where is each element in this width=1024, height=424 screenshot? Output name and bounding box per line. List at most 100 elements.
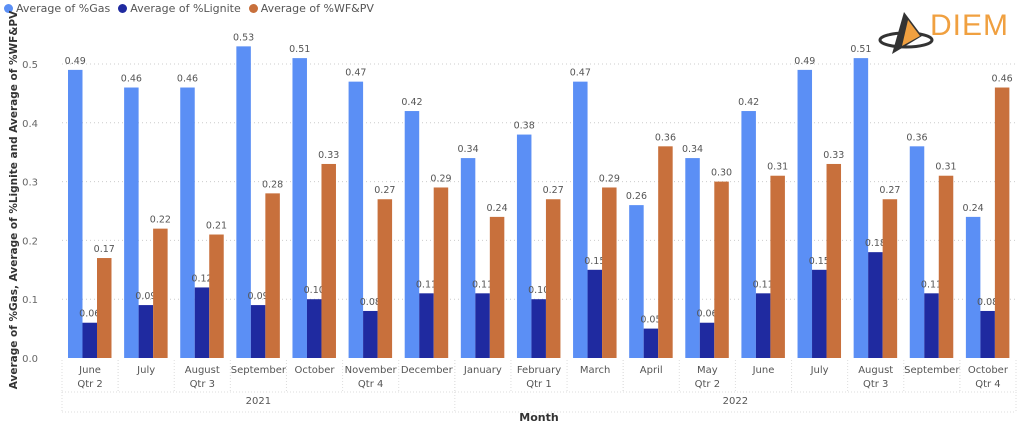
quarter-label: Qtr 3	[190, 379, 215, 390]
bar-gas[interactable]	[853, 58, 869, 359]
data-label-wf: 0.17	[94, 244, 115, 255]
bar-lignite[interactable]	[531, 299, 546, 358]
bar-lignite[interactable]	[812, 269, 827, 358]
x-tick-month: August	[858, 365, 893, 376]
data-label-lignite: 0.18	[865, 238, 886, 249]
data-label-wf: 0.46	[992, 74, 1013, 85]
bar-wf[interactable]	[209, 234, 224, 358]
data-label-lignite: 0.11	[472, 279, 493, 290]
legend-dot-lignite	[118, 4, 128, 13]
bar-lignite[interactable]	[138, 305, 154, 358]
bar-wf[interactable]	[433, 187, 449, 358]
bar-gas[interactable]	[741, 111, 756, 358]
bar-wf[interactable]	[938, 175, 954, 358]
x-tick-month: September	[231, 365, 287, 376]
legend-label: Average of %WF&PV	[260, 2, 374, 15]
bar-wf[interactable]	[489, 216, 505, 358]
data-label-wf: 0.33	[823, 150, 844, 161]
data-label-wf: 0.29	[430, 173, 451, 184]
bar-gas[interactable]	[965, 216, 981, 358]
data-label-gas: 0.47	[345, 68, 366, 79]
data-label-gas: 0.34	[682, 144, 703, 155]
data-label-lignite: 0.11	[921, 279, 942, 290]
bar-lignite[interactable]	[475, 293, 490, 358]
bar-wf[interactable]	[545, 199, 561, 358]
x-tick-month: February	[517, 365, 561, 376]
bar-lignite[interactable]	[587, 269, 603, 358]
y-tick-label: 0.2	[22, 236, 38, 247]
x-tick-month: December	[401, 365, 454, 376]
bar-lignite[interactable]	[699, 322, 715, 358]
bar-wf[interactable]	[265, 193, 280, 358]
bar-lignite[interactable]	[868, 252, 883, 358]
chart-legend: Average of %Gas Average of %Lignite Aver…	[4, 2, 374, 15]
logo-arrow-icon	[878, 12, 934, 54]
legend-item-lignite[interactable]: Average of %Lignite	[118, 2, 241, 15]
bar-lignite[interactable]	[643, 328, 659, 358]
legend-item-wf[interactable]: Average of %WF&PV	[248, 2, 374, 15]
legend-dot-gas	[4, 4, 13, 13]
data-label-gas: 0.34	[457, 144, 478, 155]
y-tick-label: 0.1	[22, 295, 38, 306]
bar-lignite[interactable]	[924, 293, 939, 358]
bar-gas[interactable]	[404, 111, 420, 358]
bar-lignite[interactable]	[250, 305, 266, 358]
data-label-lignite: 0.06	[696, 309, 717, 320]
bar-gas[interactable]	[573, 81, 588, 358]
data-label-gas: 0.26	[626, 191, 647, 202]
bar-gas[interactable]	[180, 87, 195, 359]
x-tick-month: October	[295, 365, 336, 376]
diem-logo: DIEM	[878, 6, 1018, 58]
bar-gas[interactable]	[68, 69, 83, 358]
bar-gas[interactable]	[516, 134, 532, 358]
bar-lignite[interactable]	[82, 322, 98, 358]
data-label-gas: 0.49	[65, 56, 86, 67]
bar-wf[interactable]	[714, 181, 729, 358]
x-tick-month: August	[185, 365, 220, 376]
bar-lignite[interactable]	[194, 287, 210, 358]
bar-wf[interactable]	[658, 146, 673, 358]
data-label-lignite: 0.12	[191, 273, 212, 284]
bar-lignite[interactable]	[980, 310, 995, 358]
bar-gas[interactable]	[797, 69, 813, 358]
x-tick-month: July	[136, 365, 155, 376]
bar-wf[interactable]	[994, 87, 1010, 359]
x-tick-month: October	[968, 365, 1009, 376]
bar-wf[interactable]	[153, 228, 168, 358]
bar-wf[interactable]	[602, 187, 617, 358]
bar-wf[interactable]	[97, 258, 112, 358]
data-label-lignite: 0.11	[753, 279, 774, 290]
data-label-lignite: 0.06	[79, 309, 100, 320]
year-label: 2021	[246, 396, 271, 407]
data-label-wf: 0.31	[935, 162, 956, 173]
data-label-gas: 0.47	[570, 68, 591, 79]
bar-lignite[interactable]	[363, 310, 378, 358]
y-tick-label: 0.4	[22, 119, 38, 130]
bar-gas[interactable]	[629, 205, 644, 358]
data-label-gas: 0.42	[401, 97, 422, 108]
bar-wf[interactable]	[377, 199, 393, 358]
x-tick-month: July	[810, 365, 829, 376]
bar-wf[interactable]	[882, 199, 898, 358]
data-label-lignite: 0.05	[640, 315, 661, 326]
bar-lignite[interactable]	[419, 293, 434, 358]
bar-lignite[interactable]	[755, 293, 771, 358]
bar-gas[interactable]	[685, 158, 700, 358]
legend-item-gas[interactable]: Average of %Gas	[4, 2, 110, 15]
bar-wf[interactable]	[321, 163, 336, 358]
bar-gas[interactable]	[348, 81, 364, 358]
data-label-wf: 0.21	[206, 221, 227, 232]
bar-gas[interactable]	[124, 87, 139, 359]
bar-gas[interactable]	[909, 146, 925, 358]
bar-wf[interactable]	[770, 175, 785, 358]
data-label-gas: 0.46	[121, 74, 142, 85]
bar-gas[interactable]	[292, 58, 307, 359]
x-tick-month: April	[640, 365, 663, 376]
bar-gas[interactable]	[236, 46, 251, 359]
y-tick-label: 0.0	[22, 354, 38, 365]
bar-wf[interactable]	[826, 163, 842, 358]
x-tick-month: March	[580, 365, 610, 376]
bar-lignite[interactable]	[306, 299, 322, 358]
data-label-gas: 0.51	[850, 44, 871, 55]
bar-gas[interactable]	[460, 158, 476, 358]
